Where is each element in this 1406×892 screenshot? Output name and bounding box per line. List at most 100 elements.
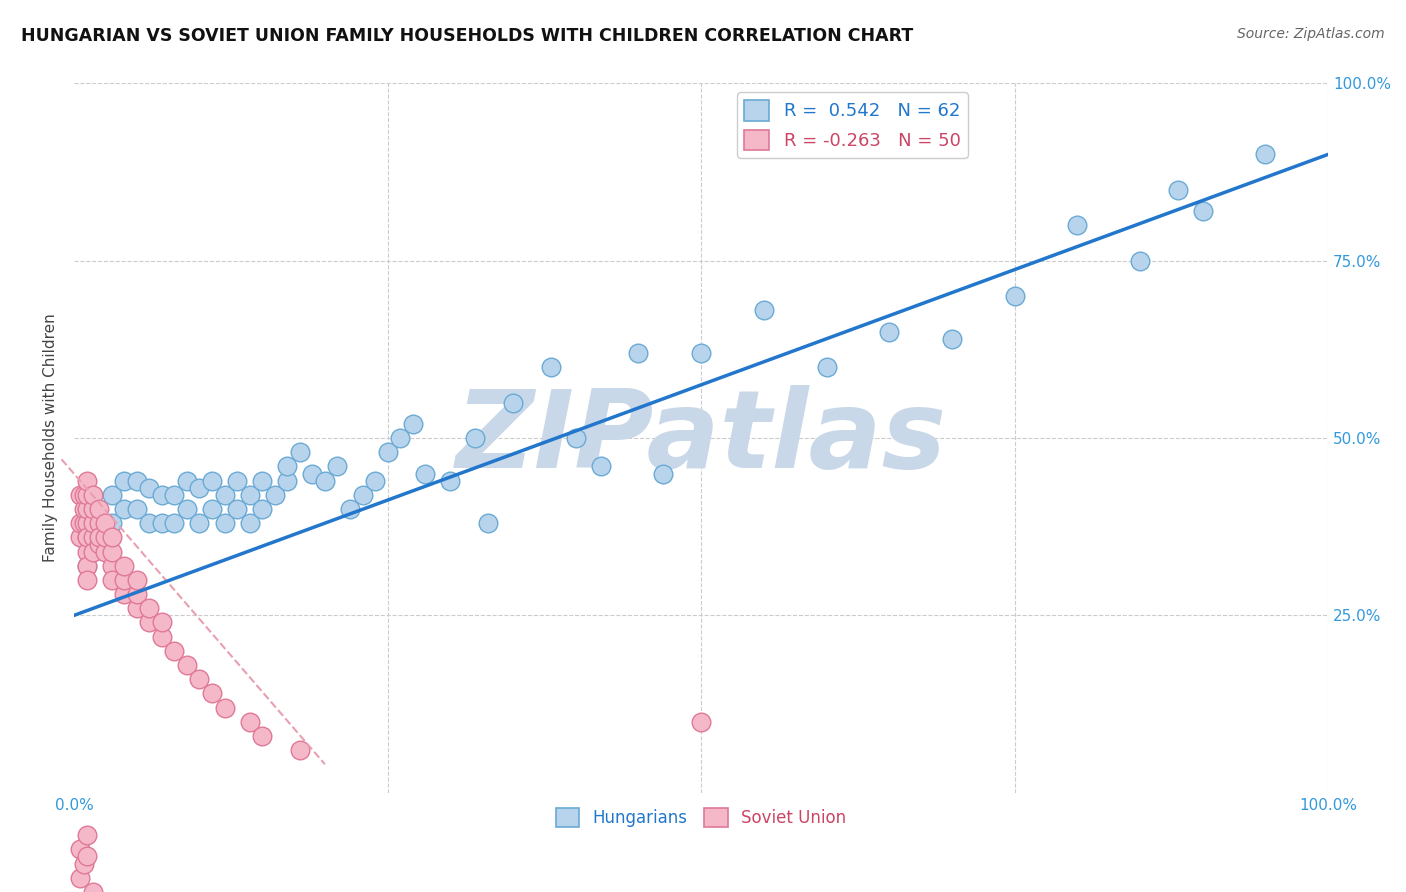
Point — [82, 516, 104, 530]
Point — [73, 856, 96, 871]
Point — [502, 395, 524, 409]
Point — [263, 488, 285, 502]
Point — [352, 488, 374, 502]
Point — [226, 474, 249, 488]
Point — [89, 516, 111, 530]
Text: HUNGARIAN VS SOVIET UNION FAMILY HOUSEHOLDS WITH CHILDREN CORRELATION CHART: HUNGARIAN VS SOVIET UNION FAMILY HOUSEHO… — [21, 27, 914, 45]
Point — [326, 459, 349, 474]
Point — [163, 644, 186, 658]
Point — [188, 672, 211, 686]
Point — [138, 601, 160, 615]
Point — [100, 573, 122, 587]
Point — [201, 474, 224, 488]
Point — [1191, 204, 1213, 219]
Point — [100, 488, 122, 502]
Point — [564, 431, 586, 445]
Point — [73, 488, 96, 502]
Text: Source: ZipAtlas.com: Source: ZipAtlas.com — [1237, 27, 1385, 41]
Point — [627, 346, 650, 360]
Point — [76, 474, 98, 488]
Point — [288, 445, 311, 459]
Point — [100, 516, 122, 530]
Point — [188, 481, 211, 495]
Point — [690, 714, 713, 729]
Point — [76, 573, 98, 587]
Point — [76, 544, 98, 558]
Point — [112, 587, 135, 601]
Point — [138, 481, 160, 495]
Point — [82, 544, 104, 558]
Legend: Hungarians, Soviet Union: Hungarians, Soviet Union — [550, 801, 853, 834]
Point — [82, 488, 104, 502]
Point — [377, 445, 399, 459]
Point — [125, 573, 148, 587]
Point — [94, 530, 117, 544]
Point — [82, 530, 104, 544]
Point — [226, 502, 249, 516]
Point — [125, 502, 148, 516]
Point — [439, 474, 461, 488]
Point — [125, 601, 148, 615]
Point — [76, 516, 98, 530]
Point — [752, 303, 775, 318]
Point — [112, 502, 135, 516]
Point — [69, 871, 91, 885]
Point — [214, 516, 236, 530]
Point — [877, 325, 900, 339]
Point — [69, 488, 91, 502]
Point — [76, 530, 98, 544]
Point — [69, 842, 91, 856]
Point — [214, 700, 236, 714]
Point — [69, 530, 91, 544]
Point — [150, 615, 173, 630]
Point — [1167, 183, 1189, 197]
Point — [201, 686, 224, 700]
Point — [89, 537, 111, 551]
Point — [76, 530, 98, 544]
Text: ZIPatlas: ZIPatlas — [456, 385, 946, 491]
Point — [100, 558, 122, 573]
Point — [76, 828, 98, 842]
Point — [402, 417, 425, 431]
Point — [76, 849, 98, 863]
Point — [250, 502, 273, 516]
Point — [389, 431, 412, 445]
Point — [89, 516, 111, 530]
Point — [76, 488, 98, 502]
Point — [138, 516, 160, 530]
Point — [652, 467, 675, 481]
Point — [138, 615, 160, 630]
Point — [540, 360, 562, 375]
Point — [163, 488, 186, 502]
Point — [176, 502, 198, 516]
Point — [214, 488, 236, 502]
Point — [239, 488, 262, 502]
Point — [150, 488, 173, 502]
Point — [589, 459, 612, 474]
Point — [464, 431, 486, 445]
Point — [82, 502, 104, 516]
Point — [100, 544, 122, 558]
Point — [314, 474, 336, 488]
Point — [1066, 219, 1088, 233]
Point — [1254, 147, 1277, 161]
Point — [413, 467, 436, 481]
Point — [112, 474, 135, 488]
Point — [82, 885, 104, 892]
Point — [1129, 253, 1152, 268]
Point — [815, 360, 838, 375]
Point — [339, 502, 361, 516]
Point — [176, 658, 198, 673]
Point — [301, 467, 323, 481]
Point — [89, 502, 111, 516]
Point — [188, 516, 211, 530]
Point — [150, 516, 173, 530]
Point — [94, 544, 117, 558]
Point — [76, 502, 98, 516]
Point — [239, 516, 262, 530]
Point — [201, 502, 224, 516]
Point — [1004, 289, 1026, 303]
Point — [94, 516, 117, 530]
Point — [477, 516, 499, 530]
Point — [690, 346, 713, 360]
